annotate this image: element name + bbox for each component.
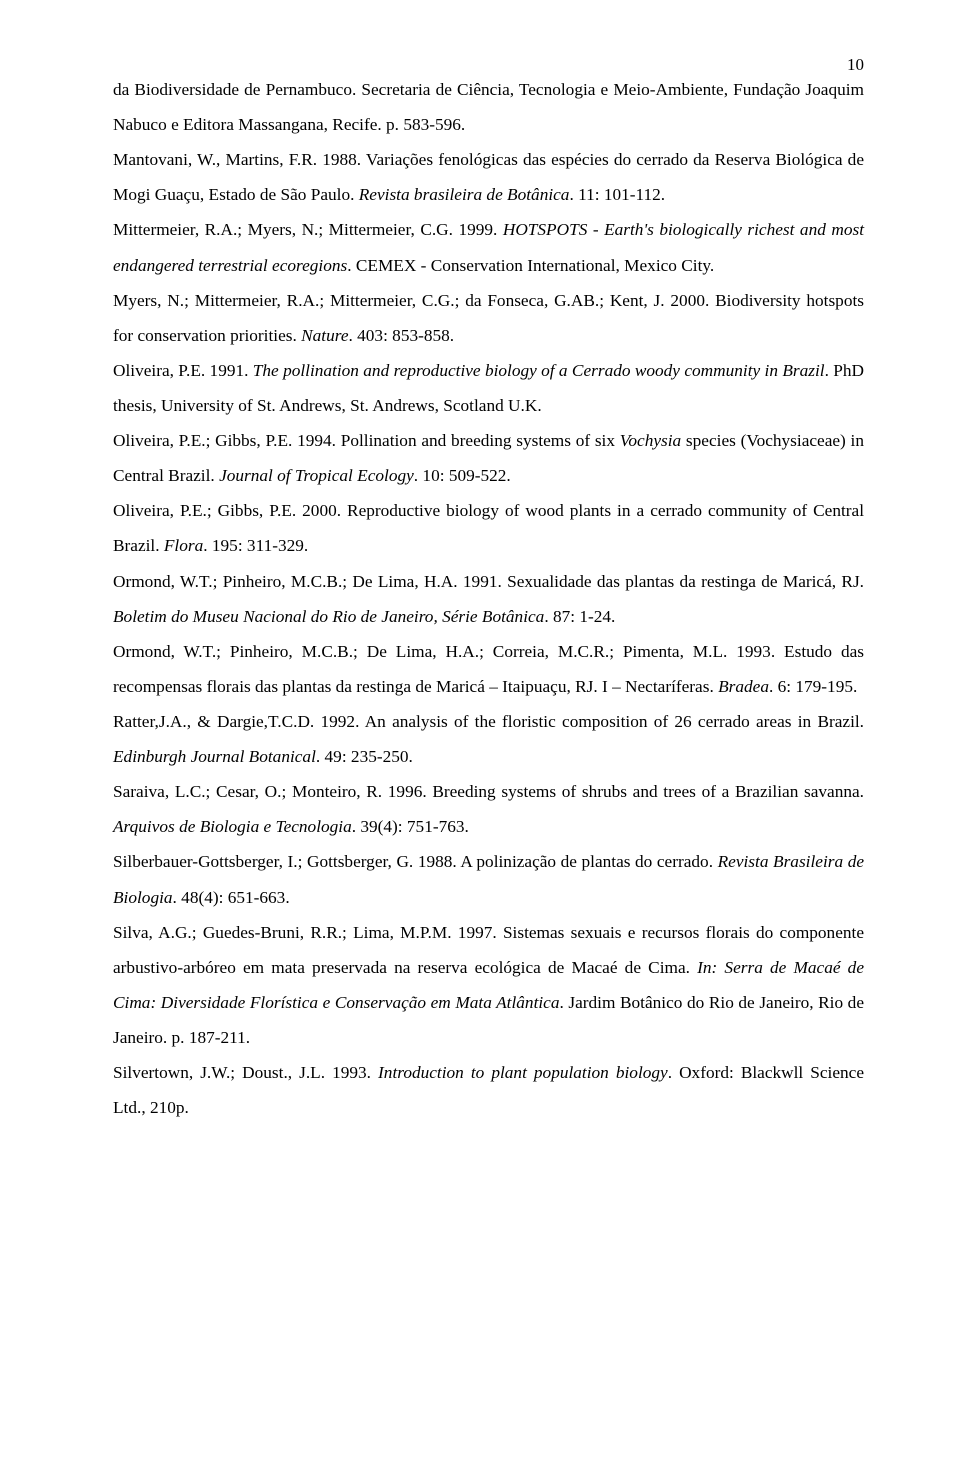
reference-entry: Mittermeier, R.A.; Myers, N.; Mittermeie… [113,212,864,282]
reference-entry: Ormond, W.T.; Pinheiro, M.C.B.; De Lima,… [113,634,864,704]
reference-entry: Saraiva, L.C.; Cesar, O.; Monteiro, R. 1… [113,774,864,844]
page-number: 10 [847,55,864,75]
reference-entry: Oliveira, P.E.; Gibbs, P.E. 1994. Pollin… [113,423,864,493]
reference-entry: Ratter,J.A., & Dargie,T.C.D. 1992. An an… [113,704,864,774]
references-list: da Biodiversidade de Pernambuco. Secreta… [113,72,864,1125]
page: 10 da Biodiversidade de Pernambuco. Secr… [0,0,960,1480]
reference-entry: Myers, N.; Mittermeier, R.A.; Mittermeie… [113,283,864,353]
reference-entry: Mantovani, W., Martins, F.R. 1988. Varia… [113,142,864,212]
reference-entry: da Biodiversidade de Pernambuco. Secreta… [113,72,864,142]
reference-entry: Silvertown, J.W.; Doust., J.L. 1993. Int… [113,1055,864,1125]
reference-entry: Ormond, W.T.; Pinheiro, M.C.B.; De Lima,… [113,564,864,634]
reference-entry: Silberbauer-Gottsberger, I.; Gottsberger… [113,844,864,914]
reference-entry: Silva, A.G.; Guedes-Bruni, R.R.; Lima, M… [113,915,864,1055]
reference-entry: Oliveira, P.E. 1991. The pollination and… [113,353,864,423]
reference-entry: Oliveira, P.E.; Gibbs, P.E. 2000. Reprod… [113,493,864,563]
